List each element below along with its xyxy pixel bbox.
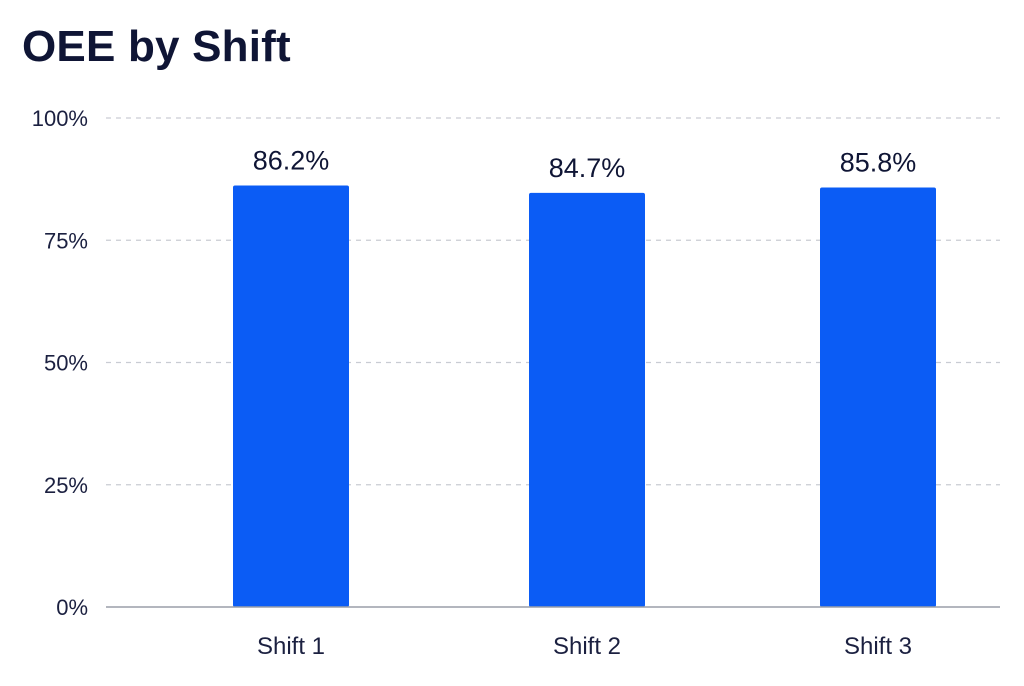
- data-label: 86.2%: [253, 145, 330, 175]
- x-axis-categories: Shift 1 Shift 2 Shift 3: [257, 633, 912, 660]
- bars: [233, 185, 936, 608]
- x-category-label: Shift 3: [844, 633, 912, 660]
- y-tick-label: 100%: [32, 106, 88, 131]
- y-tick-label: 25%: [44, 473, 88, 498]
- bar-shift-1: [233, 185, 349, 607]
- data-label: 84.7%: [549, 153, 626, 183]
- chart-title: OEE by Shift: [22, 22, 291, 71]
- bar-shift-2: [529, 192, 645, 607]
- bar-shift-3: [820, 187, 936, 608]
- data-labels: 86.2% 84.7% 85.8%: [253, 145, 917, 182]
- x-category-label: Shift 1: [257, 633, 325, 660]
- y-tick-label: 0%: [56, 595, 88, 620]
- data-label: 85.8%: [840, 147, 917, 177]
- y-axis-ticks: 0% 25% 50% 75% 100%: [32, 106, 88, 620]
- x-category-label: Shift 2: [553, 633, 621, 660]
- y-tick-label: 75%: [44, 228, 88, 253]
- y-tick-label: 50%: [44, 351, 88, 376]
